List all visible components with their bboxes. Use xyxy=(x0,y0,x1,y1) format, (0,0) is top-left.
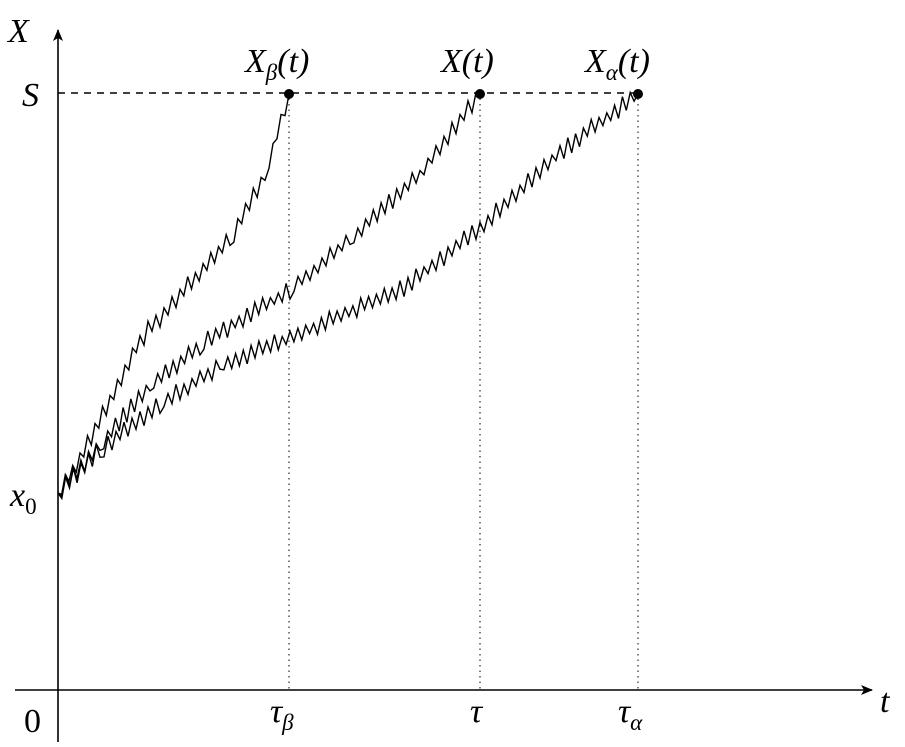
endpoint xyxy=(475,89,485,99)
subscript: α xyxy=(630,710,643,735)
suffix: (t) xyxy=(277,43,309,80)
time-guides xyxy=(288,93,639,690)
suffix: (t) xyxy=(462,43,494,80)
suffix: (t) xyxy=(618,43,650,80)
trajectory xyxy=(57,91,481,498)
time-label: τα xyxy=(618,693,643,735)
base: X xyxy=(439,43,463,80)
subscript: β xyxy=(265,60,278,85)
y-label: X xyxy=(6,13,30,50)
base: τ xyxy=(470,693,484,730)
paths xyxy=(57,90,639,501)
start-label: x0 xyxy=(9,477,37,519)
base: x xyxy=(9,477,25,514)
time-label: τ xyxy=(470,693,484,730)
endpoint xyxy=(284,89,294,99)
base: τ xyxy=(618,693,632,730)
endpoints xyxy=(284,89,643,99)
path-label: Xα(t) xyxy=(583,43,650,85)
base: X xyxy=(583,43,607,80)
base: τ xyxy=(270,693,284,730)
time-label: τβ xyxy=(270,693,294,735)
subscript: 0 xyxy=(25,494,37,519)
threshold-label: S xyxy=(22,77,39,114)
endpoint xyxy=(633,89,643,99)
trajectory xyxy=(57,93,290,496)
origin-label: 0 xyxy=(24,703,41,740)
base: X xyxy=(243,43,267,80)
subscript: β xyxy=(281,710,294,735)
path-label: Xβ(t) xyxy=(243,43,309,85)
path-label: X(t) xyxy=(439,43,494,80)
x-label: t xyxy=(880,683,891,720)
subscript: α xyxy=(606,60,619,85)
trajectory xyxy=(57,90,639,501)
